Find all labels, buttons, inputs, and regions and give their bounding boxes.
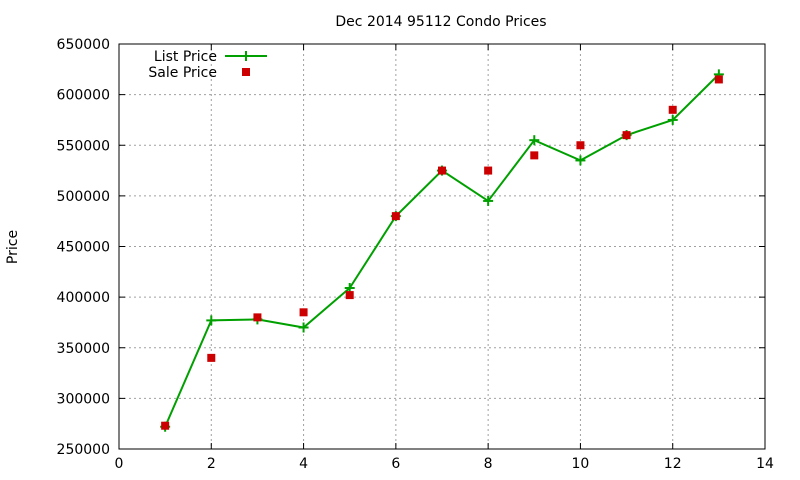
y-tick-label: 650000 xyxy=(57,37,110,53)
y-tick-label: 250000 xyxy=(57,442,110,458)
x-tick-label: 14 xyxy=(756,456,774,472)
sale-price-point xyxy=(345,291,354,300)
x-tick-label: 6 xyxy=(391,456,400,472)
sale-price-point xyxy=(438,166,446,175)
sale-price-point xyxy=(484,166,493,175)
x-tick-label: 12 xyxy=(664,456,682,472)
y-tick-label: 600000 xyxy=(57,88,110,104)
y-tick-label: 400000 xyxy=(57,290,110,306)
legend-label-list-price: List Price xyxy=(154,49,217,65)
y-tick-label: 500000 xyxy=(57,189,110,205)
list-price-point xyxy=(667,114,678,125)
series-sale-price xyxy=(161,75,723,430)
axes: 0 2 4 6 8 10 12 14 250000 300000 350000 400000 45000… xyxy=(57,37,774,472)
chart-title: Dec 2014 95112 Condo Prices xyxy=(335,14,546,30)
sale-price-point xyxy=(391,212,400,221)
legend-marker-list-price xyxy=(241,51,251,61)
list-price-point xyxy=(298,322,309,333)
x-tick-label: 2 xyxy=(207,456,216,472)
x-tick-label: 0 xyxy=(115,456,124,472)
legend-marker-sale-price xyxy=(242,68,250,76)
series-layer xyxy=(160,69,724,432)
list-price-point xyxy=(483,195,494,206)
sale-price-point xyxy=(299,308,308,317)
list-price-point xyxy=(529,135,540,146)
sale-price-point xyxy=(668,105,677,114)
sale-price-point xyxy=(714,75,723,84)
x-tick-label: 8 xyxy=(484,456,493,472)
y-tick-label: 550000 xyxy=(57,138,110,154)
y-tick-label: 300000 xyxy=(57,391,110,407)
x-tick-label: 4 xyxy=(299,456,308,472)
x-tick-label: 10 xyxy=(572,456,590,472)
plot-border xyxy=(118,43,766,450)
list-price-point xyxy=(206,315,217,326)
sale-price-point xyxy=(622,131,631,140)
list-price-line xyxy=(164,73,720,428)
sale-price-point xyxy=(161,421,170,430)
legend-label-sale-price: Sale Price xyxy=(148,65,217,81)
grid xyxy=(119,44,765,449)
list-price-point xyxy=(575,155,586,166)
y-axis-label: Price xyxy=(5,230,21,264)
series-list-price xyxy=(160,69,724,432)
sale-price-point xyxy=(207,353,216,362)
y-tick-label: 350000 xyxy=(57,341,110,357)
sale-price-point xyxy=(576,141,585,150)
sale-price-point xyxy=(530,151,539,160)
sale-price-point xyxy=(253,313,262,322)
y-tick-label: 450000 xyxy=(57,240,110,256)
